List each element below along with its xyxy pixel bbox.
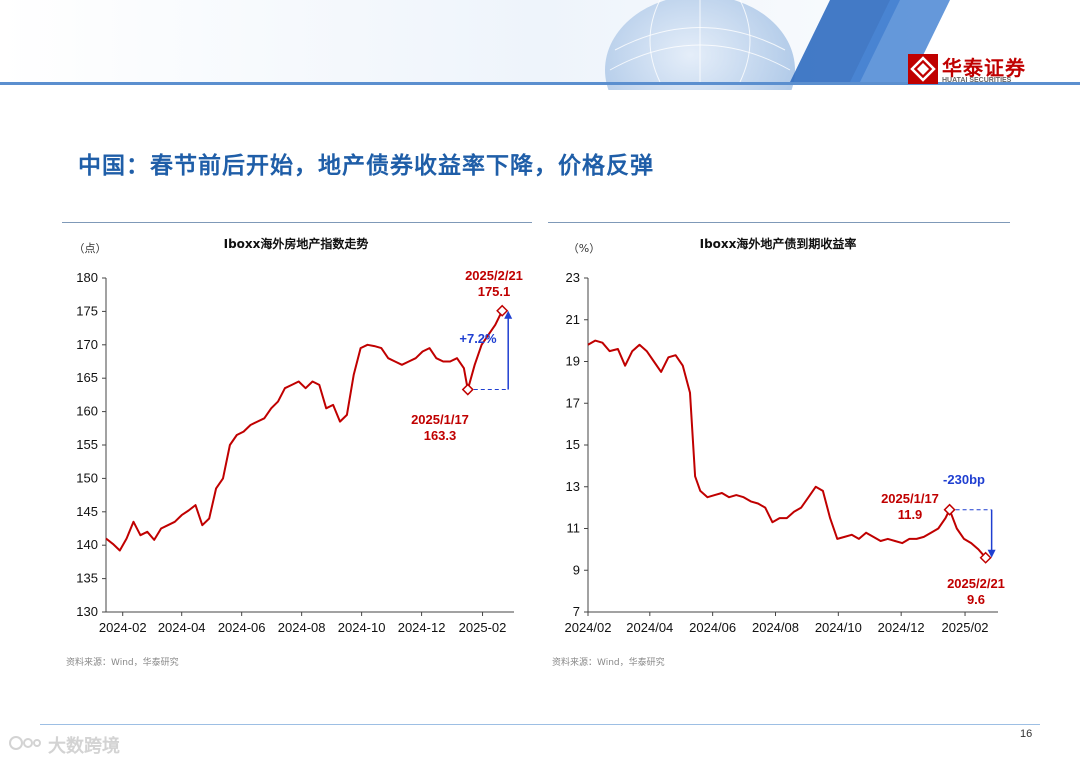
index-chart: Iboxx海外房地产指数走势 （点） 130 135 140 145 150 155 160 16…: [74, 236, 523, 635]
x-tick-label: 2024-06: [218, 620, 266, 635]
x-tick-label: 2024/12: [878, 620, 925, 635]
y-tick-label: 150: [76, 470, 98, 485]
x-tick-label: 2024-04: [158, 620, 206, 635]
x-tick-label: 2024-10: [338, 620, 386, 635]
series-line: [105, 310, 504, 552]
end-marker: [979, 551, 992, 564]
y-tick-label: 15: [566, 437, 580, 452]
yield-chart: Iboxx海外地产债到期收益率 （%） 7 9 11 13 15 17 19 21 23 2024/0…: [565, 236, 1005, 635]
x-tick-label: 2024-12: [398, 620, 446, 635]
page-number: 16: [1020, 728, 1033, 740]
y-tick-label: 165: [76, 370, 98, 385]
x-tick-label: 2025-02: [459, 620, 507, 635]
watermark-logo-icon: [9, 736, 41, 750]
globe-graphic: [605, 0, 795, 90]
y-tick-label: 170: [76, 337, 98, 352]
y-tick-label: 180: [76, 270, 98, 285]
page-title: 中国：春节前后开始，地产债券收益率下降，价格反弹: [78, 152, 654, 179]
series-line: [587, 339, 987, 559]
y-tick-label: 145: [76, 504, 98, 519]
start-value-label: 11.9: [898, 507, 923, 522]
end-date-label: 2025/2/21: [465, 268, 523, 283]
x-tick-label: 2024/02: [565, 620, 612, 635]
watermark-text: 大数跨境: [48, 736, 120, 757]
start-marker: [461, 383, 474, 396]
y-tick-label: 17: [566, 395, 580, 410]
chart-title: Iboxx海外地产债到期收益率: [700, 236, 857, 251]
end-value-label: 9.6: [967, 592, 985, 607]
x-tick-label: 2024-02: [99, 620, 147, 635]
start-value-label: 163.3: [424, 428, 457, 443]
chart-title: Iboxx海外房地产指数走势: [224, 236, 369, 251]
right-panel-rule: [548, 222, 1010, 223]
change-arrowhead: [504, 310, 513, 319]
x-tick-label: 2024/04: [626, 620, 673, 635]
change-label: -230bp: [943, 472, 985, 487]
y-tick-label: 19: [566, 354, 580, 369]
y-tick-label: 21: [566, 312, 580, 327]
y-axis-unit: （点）: [74, 242, 107, 255]
y-tick-label: 13: [566, 479, 580, 494]
header-banner: [0, 0, 1080, 90]
y-tick-label: 155: [76, 437, 98, 452]
end-value-label: 175.1: [478, 284, 511, 299]
start-date-label: 2025/1/17: [411, 412, 469, 427]
y-tick-label: 23: [566, 270, 580, 285]
y-tick-label: 11: [567, 521, 581, 536]
start-marker: [943, 503, 956, 516]
start-date-label: 2025/1/17: [881, 491, 939, 506]
end-date-label: 2025/2/21: [947, 576, 1005, 591]
x-tick-label: 2025/02: [942, 620, 989, 635]
y-tick-label: 9: [573, 562, 580, 577]
brand-logo: 华泰证券 HUATAI SECURITIES: [908, 52, 1058, 88]
end-marker: [496, 304, 509, 317]
brand-subtitle: HUATAI SECURITIES: [942, 77, 1012, 84]
y-tick-label: 135: [76, 571, 98, 586]
left-source-note: 资料来源：Wind，华泰研究: [66, 658, 179, 668]
y-tick-label: 160: [76, 404, 98, 419]
y-tick-label: 140: [76, 537, 98, 552]
change-label: +7.2%: [459, 331, 497, 346]
footer-rule: [40, 724, 1040, 725]
left-panel-rule: [62, 222, 532, 223]
x-tick-label: 2024/08: [752, 620, 799, 635]
y-tick-label: 7: [573, 604, 580, 619]
x-tick-label: 2024/10: [815, 620, 862, 635]
right-source-note: 资料来源：Wind，华泰研究: [552, 658, 665, 668]
change-arrowhead: [987, 549, 996, 558]
watermark: 大数跨境: [8, 728, 148, 758]
x-tick-label: 2024-08: [278, 620, 326, 635]
y-axis-unit: （%）: [568, 242, 600, 255]
y-tick-label: 175: [76, 303, 98, 318]
huatai-logo-icon: [908, 54, 938, 84]
brand-name: 华泰证券: [942, 56, 1026, 80]
y-tick-label: 130: [76, 604, 98, 619]
x-tick-label: 2024/06: [689, 620, 736, 635]
